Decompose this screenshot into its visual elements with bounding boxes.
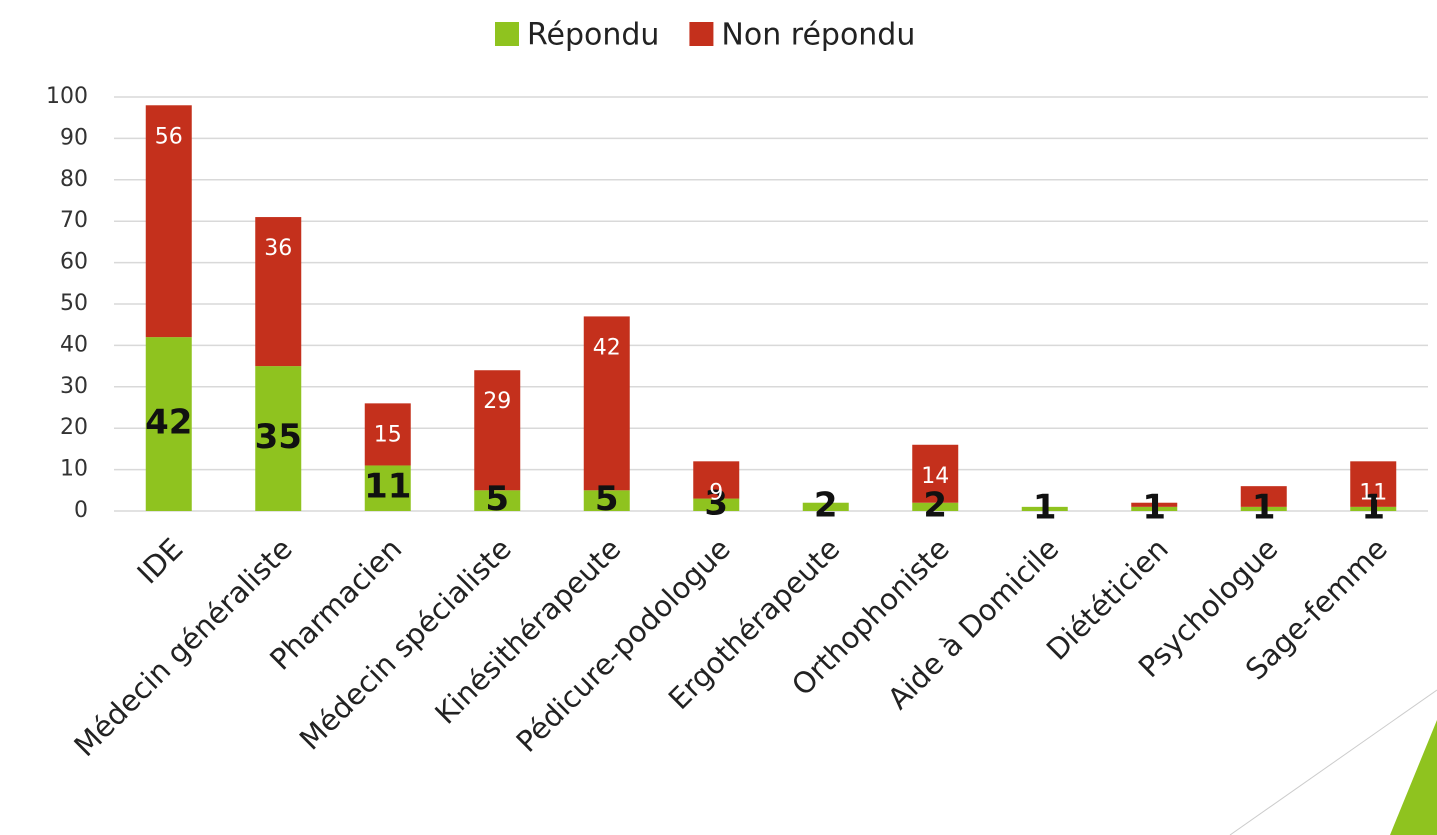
bar-segment — [145, 105, 192, 338]
data-label: 1 — [1361, 487, 1385, 527]
bar-segment — [912, 444, 959, 503]
legend-label: Non répondu — [721, 18, 915, 53]
bar-segment — [364, 403, 411, 466]
bar-segment — [1131, 506, 1178, 511]
y-tick-label: 90 — [60, 125, 88, 150]
bar-segment — [1240, 486, 1287, 507]
legend-swatch — [689, 22, 714, 46]
x-tick-label: Médecin spécialiste — [293, 532, 518, 757]
data-label: 1 — [1033, 487, 1057, 527]
y-tick-label: 30 — [60, 374, 88, 399]
bar-segment — [693, 461, 740, 499]
data-label: 1 — [1252, 487, 1276, 527]
x-tick-label: Pédicure-podologue — [510, 532, 737, 759]
bar-segment — [145, 337, 192, 511]
bar-segment — [364, 465, 411, 511]
bar-segment — [255, 366, 302, 511]
bar-segment — [1131, 502, 1178, 507]
data-label: 9 — [709, 480, 723, 505]
bar-segment — [583, 316, 630, 491]
y-tick-label: 100 — [46, 84, 88, 109]
data-label: 29 — [483, 389, 511, 414]
bar-segment — [802, 502, 849, 511]
x-tick-label: Médecin généraliste — [67, 532, 298, 763]
decoration-line — [1229, 689, 1437, 835]
data-label: 56 — [155, 124, 183, 149]
bar-segment — [474, 370, 521, 491]
bar-segment — [583, 490, 630, 511]
y-tick-label: 70 — [60, 208, 88, 233]
y-tick-label: 50 — [60, 291, 88, 316]
bar-segment — [1240, 506, 1287, 511]
data-label: 2 — [814, 485, 838, 525]
data-label: 2 — [923, 485, 947, 525]
bar-segment — [1350, 461, 1397, 507]
data-label: 35 — [255, 417, 302, 457]
y-tick-label: 0 — [74, 498, 88, 523]
data-label: 3 — [704, 483, 728, 523]
data-label: 42 — [593, 335, 621, 360]
legend-swatch — [495, 22, 519, 46]
bar-segment — [255, 217, 302, 367]
data-label: 36 — [264, 236, 292, 261]
data-label: 5 — [595, 479, 619, 519]
data-label: 42 — [145, 403, 192, 443]
x-tick-label: Kinésithérapeute — [428, 532, 627, 731]
x-tick-label: IDE — [131, 532, 190, 591]
bar-segment — [912, 502, 959, 511]
y-tick-label: 80 — [60, 167, 88, 192]
bar-segment — [1021, 506, 1068, 511]
legend-label: Répondu — [527, 18, 659, 53]
y-tick-label: 40 — [60, 332, 88, 357]
data-label: 14 — [921, 464, 949, 489]
y-tick-label: 20 — [60, 415, 88, 440]
y-tick-label: 60 — [60, 250, 88, 275]
data-label: 11 — [364, 467, 411, 507]
decoration — [1390, 720, 1437, 835]
y-tick-label: 10 — [60, 457, 88, 482]
bar-segment — [474, 490, 521, 511]
data-label: 15 — [374, 422, 402, 447]
bar-segment — [1350, 506, 1397, 511]
data-label: 11 — [1359, 480, 1387, 505]
data-label: 5 — [485, 479, 509, 519]
data-label: 1 — [1142, 487, 1166, 527]
bar-segment — [693, 498, 740, 511]
